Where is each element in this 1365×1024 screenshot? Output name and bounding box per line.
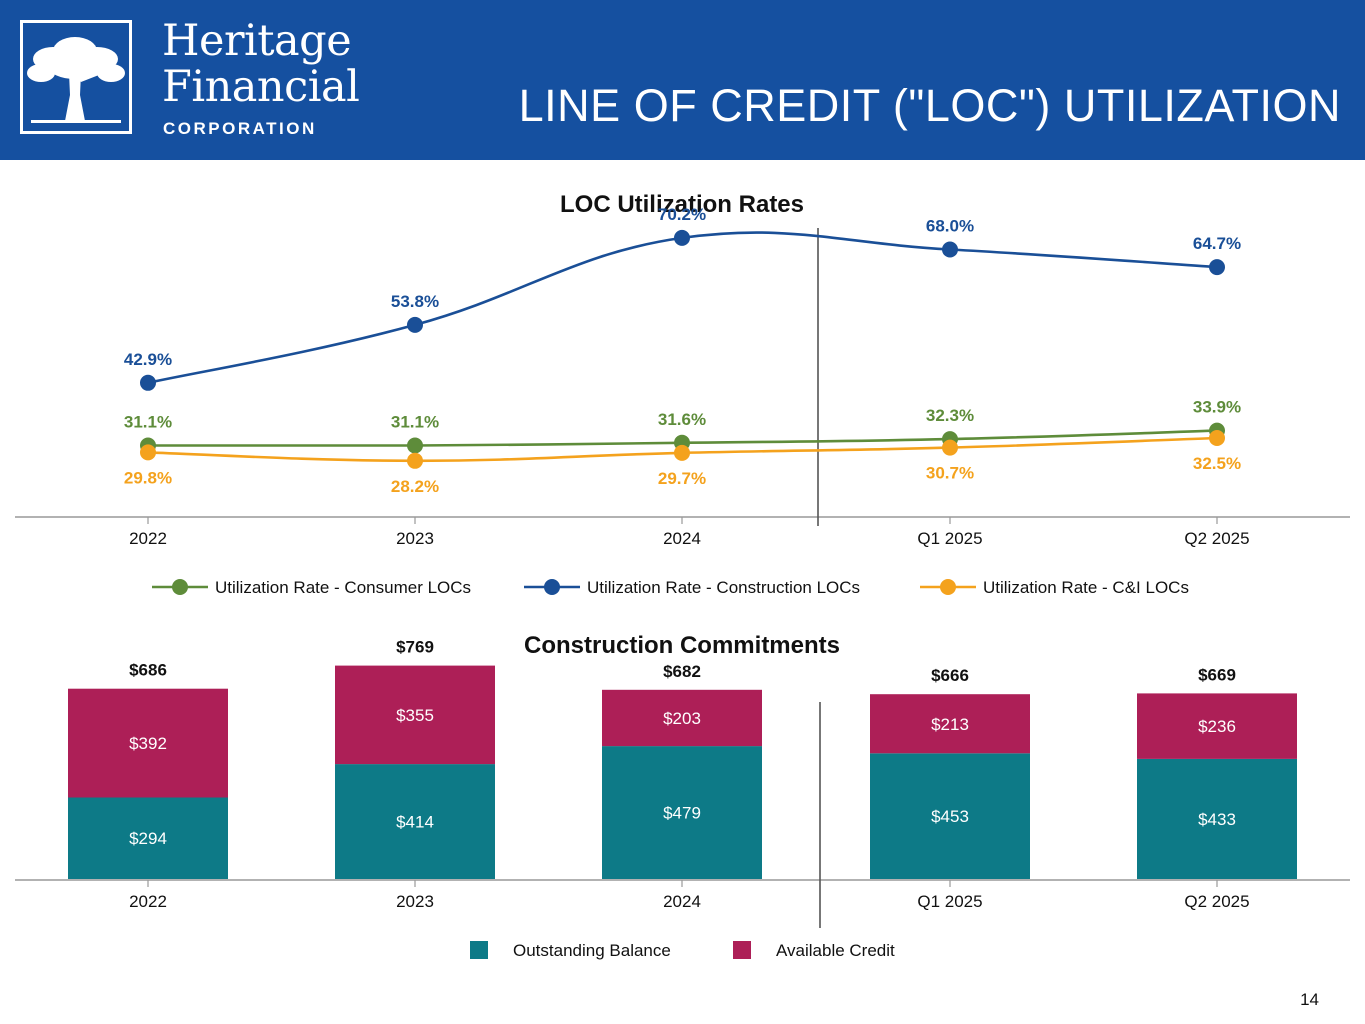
bar-total-label: $682 xyxy=(663,662,701,681)
legend-marker-consumer xyxy=(172,579,188,595)
bar-label-outstanding: $479 xyxy=(663,804,701,823)
logo-name-line1: Heritage xyxy=(162,16,352,66)
bar-total-label: $769 xyxy=(396,638,434,657)
point-ci xyxy=(1209,430,1225,446)
bar-label-outstanding: $453 xyxy=(931,807,969,826)
bar-label-available: $355 xyxy=(396,706,434,725)
logo-name-line2: Financial xyxy=(162,62,360,112)
point-construction xyxy=(674,229,690,246)
bar-segment-outstanding xyxy=(602,746,762,879)
data-label-construction: 68.0% xyxy=(926,217,974,236)
bar-label-available: $392 xyxy=(129,734,167,753)
data-label-consumer: 31.1% xyxy=(124,413,172,432)
data-label-consumer: 31.1% xyxy=(391,413,439,432)
bar-label-available: $213 xyxy=(931,715,969,734)
point-construction xyxy=(140,374,156,391)
construction-commitments-bar-chart: Construction Commitments $294 $392 $686 202… xyxy=(15,632,1350,960)
point-construction xyxy=(942,241,958,258)
logo-wordmark: Heritage Financial xyxy=(162,16,360,112)
bar-segment-outstanding xyxy=(1137,758,1297,879)
bar-label-available: $203 xyxy=(663,709,701,728)
bar-segment-outstanding xyxy=(870,753,1030,879)
data-label-construction: 53.8% xyxy=(391,292,439,311)
legend-marker-construction xyxy=(544,579,560,595)
line-chart-title: LOC Utilization Rates xyxy=(560,191,804,218)
bar-segment-available xyxy=(68,688,228,798)
header-banner: Heritage Financial CORPORATION LINE OF C… xyxy=(0,0,1365,160)
bar-total-label: $669 xyxy=(1198,665,1236,684)
bar-chart-x-tick-label: 2023 xyxy=(396,892,434,911)
legend-swatch-available xyxy=(733,941,751,959)
legend-label-outstanding: Outstanding Balance xyxy=(513,941,671,960)
bar-chart-title: Construction Commitments xyxy=(524,632,840,659)
legend-label-ci: Utilization Rate - C&I LOCs xyxy=(983,578,1189,597)
data-label-ci: 29.8% xyxy=(124,468,172,487)
line-chart-x-tick-label: 2024 xyxy=(663,529,701,548)
line-chart-x-tick-label: 2023 xyxy=(396,529,434,548)
point-consumer xyxy=(407,437,423,454)
page-title: LINE OF CREDIT ("LOC") UTILIZATION xyxy=(518,80,1341,131)
point-construction xyxy=(407,316,423,333)
legend-label-consumer: Utilization Rate - Consumer LOCs xyxy=(215,578,471,597)
bar-chart-x-tick-label: Q1 2025 xyxy=(917,892,982,911)
oak-tree-icon xyxy=(27,37,125,123)
bar-segment-outstanding xyxy=(68,797,228,879)
line-chart-x-tick-label: Q2 2025 xyxy=(1184,529,1249,548)
point-ci xyxy=(674,444,690,461)
logo-subtitle: CORPORATION xyxy=(163,119,317,138)
data-label-consumer: 31.6% xyxy=(658,410,706,429)
data-label-consumer: 32.3% xyxy=(926,406,974,425)
bar-label-outstanding: $433 xyxy=(1198,810,1236,829)
page-number: 14 xyxy=(1300,990,1319,1009)
data-label-construction: 42.9% xyxy=(124,350,172,369)
bar-label-outstanding: $414 xyxy=(396,813,434,832)
legend-label-construction: Utilization Rate - Construction LOCs xyxy=(587,578,860,597)
bar-label-outstanding: $294 xyxy=(129,829,167,848)
data-label-construction: 64.7% xyxy=(1193,234,1241,253)
bar-label-available: $236 xyxy=(1198,717,1236,736)
line-chart-x-tick-label: 2022 xyxy=(129,529,167,548)
bar-segment-available xyxy=(870,694,1030,754)
data-label-consumer: 33.9% xyxy=(1193,398,1241,417)
bar-total-label: $666 xyxy=(931,666,969,685)
data-label-construction: 70.2% xyxy=(658,205,706,224)
bar-chart-x-tick-label: 2024 xyxy=(663,892,701,911)
loc-utilization-line-chart: LOC Utilization Rates 2022 2023 2024 Q1 202… xyxy=(15,191,1350,597)
data-label-ci: 32.5% xyxy=(1193,454,1241,473)
line-chart-x-tick-label: Q1 2025 xyxy=(917,529,982,548)
bar-chart-x-tick-label: Q2 2025 xyxy=(1184,892,1249,911)
data-label-ci: 28.2% xyxy=(391,477,439,496)
point-ci xyxy=(942,439,958,456)
legend-marker-ci xyxy=(940,579,956,595)
bar-segment-outstanding xyxy=(335,764,495,879)
point-ci xyxy=(407,452,423,469)
legend-swatch-outstanding xyxy=(470,941,488,959)
legend-label-available: Available Credit xyxy=(776,941,895,960)
bar-segment-available xyxy=(335,665,495,765)
logo-emblem xyxy=(20,20,132,134)
point-construction xyxy=(1209,259,1225,276)
bar-total-label: $686 xyxy=(129,661,167,680)
point-ci xyxy=(140,444,156,461)
data-label-ci: 29.7% xyxy=(658,469,706,488)
data-label-ci: 30.7% xyxy=(926,464,974,483)
bar-segment-available xyxy=(1137,693,1297,759)
bar-segment-available xyxy=(602,689,762,747)
series-line-construction xyxy=(147,231,1218,385)
bar-chart-x-tick-label: 2022 xyxy=(129,892,167,911)
